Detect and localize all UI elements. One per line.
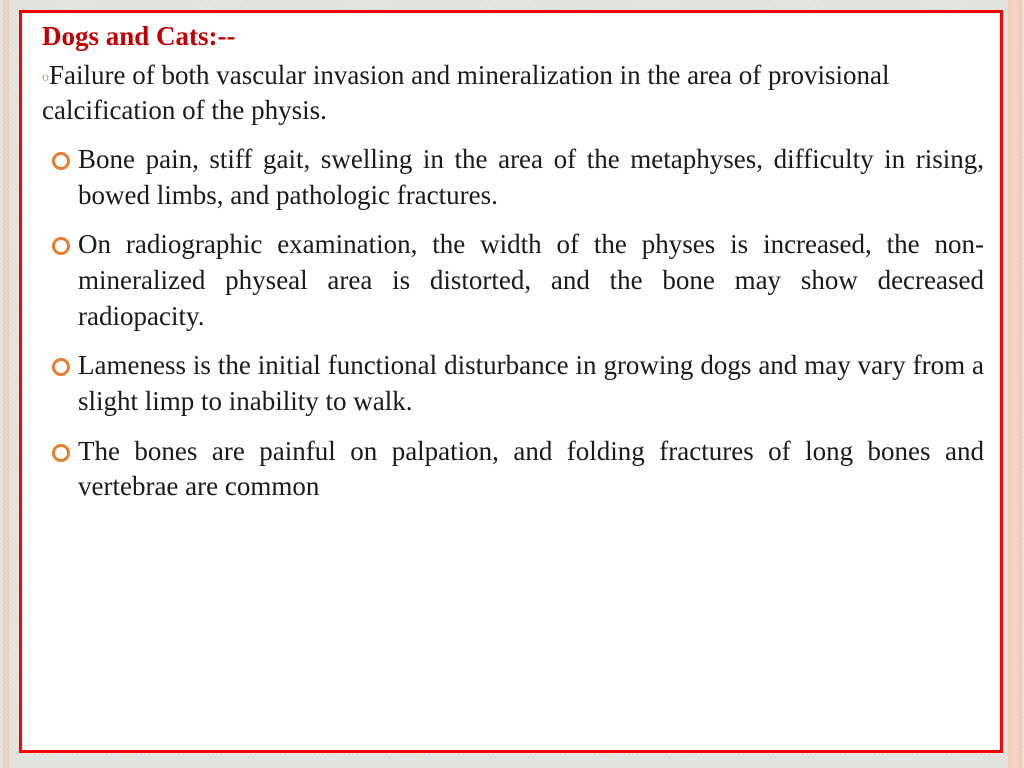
right-accent-stripe [1008,0,1022,768]
small-hollow-bullet-icon: o [42,70,49,85]
bullet-list: Bone pain, stiff gait, swelling in the a… [38,142,984,505]
slide-heading: Dogs and Cats:-- [38,21,984,52]
list-item: On radiographic examination, the width o… [48,227,984,334]
intro-line: oFailure of both vascular invasion and m… [38,58,984,128]
list-item: Lameness is the initial functional distu… [48,348,984,419]
slide-content-box: Dogs and Cats:-- oFailure of both vascul… [19,10,1003,753]
left-accent-stripe [3,0,9,768]
intro-text: Failure of both vascular invasion and mi… [42,60,890,125]
list-item: The bones are painful on palpation, and … [48,434,984,505]
list-item: Bone pain, stiff gait, swelling in the a… [48,142,984,213]
